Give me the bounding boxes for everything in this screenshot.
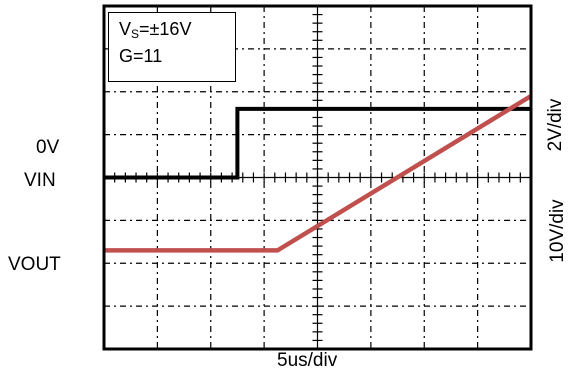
x-axis-label: 5us/div xyxy=(277,350,338,371)
vin-scale-label: 2V/div xyxy=(545,98,566,152)
vout-label: VOUT xyxy=(8,254,61,275)
trace-vin xyxy=(104,106,531,180)
gain-label: G=11 xyxy=(119,46,163,66)
vout-scale-label: 10V/div xyxy=(547,199,568,263)
supply-voltage-label: VS=±16V xyxy=(119,19,192,41)
trace-vout xyxy=(104,94,533,253)
plot-frame xyxy=(102,4,533,351)
zero-volt-label: 0V xyxy=(36,137,60,158)
vin-label: VIN xyxy=(24,170,56,191)
test-conditions-box: VS=±16V G=11 xyxy=(108,12,236,82)
